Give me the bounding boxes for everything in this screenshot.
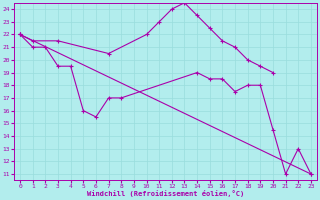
X-axis label: Windchill (Refroidissement éolien,°C): Windchill (Refroidissement éolien,°C) bbox=[87, 190, 244, 197]
